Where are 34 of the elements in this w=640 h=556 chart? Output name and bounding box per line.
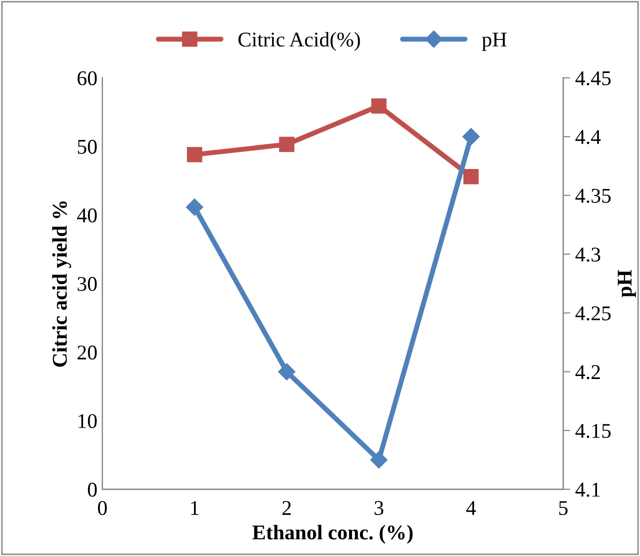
point: [186, 198, 204, 216]
legend-label: pH: [482, 32, 507, 51]
point: [370, 451, 388, 468]
y2-tick-label: 4.15: [575, 424, 611, 438]
y-tick-label: 60: [78, 71, 97, 86]
point: [278, 363, 296, 380]
y2-tick-label: 4.25: [575, 306, 611, 320]
point: [186, 147, 202, 162]
y2-tick-label: 4.35: [575, 188, 611, 203]
point: [462, 128, 480, 146]
y2-tick-label: 4.1: [575, 482, 600, 497]
y-tick-label: 20: [78, 346, 97, 360]
point: [279, 136, 294, 152]
y2-tick-label: 4.4: [575, 130, 601, 144]
point: [371, 98, 387, 114]
y-tick-label: 50: [78, 140, 97, 154]
y-tick-label: 0: [88, 482, 97, 497]
x-tick-label: 4: [466, 501, 476, 515]
x-tick-label: 2: [282, 501, 291, 515]
legend-label: Citric Acid(%): [238, 32, 360, 51]
x-tick-label: 1: [191, 501, 199, 515]
y2-tick-label: 4.2: [575, 365, 600, 380]
point: [463, 168, 479, 184]
x-tick-label: 3: [374, 501, 384, 516]
y2-tick-label: 4.3: [575, 248, 600, 262]
y-axis-title: Citric acid yield %: [52, 201, 72, 367]
y-tick-label: 10: [78, 414, 97, 428]
x-tick-label: 5: [559, 501, 568, 516]
y2-axis-title: pH: [618, 270, 636, 298]
y2-tick-label: 4.45: [575, 71, 611, 86]
y-tick-label: 30: [78, 276, 97, 291]
x-tick-label: 0: [98, 500, 107, 516]
y-tick-label: 40: [77, 208, 97, 222]
x-axis-title: Ethanol conc. (%): [252, 524, 413, 544]
